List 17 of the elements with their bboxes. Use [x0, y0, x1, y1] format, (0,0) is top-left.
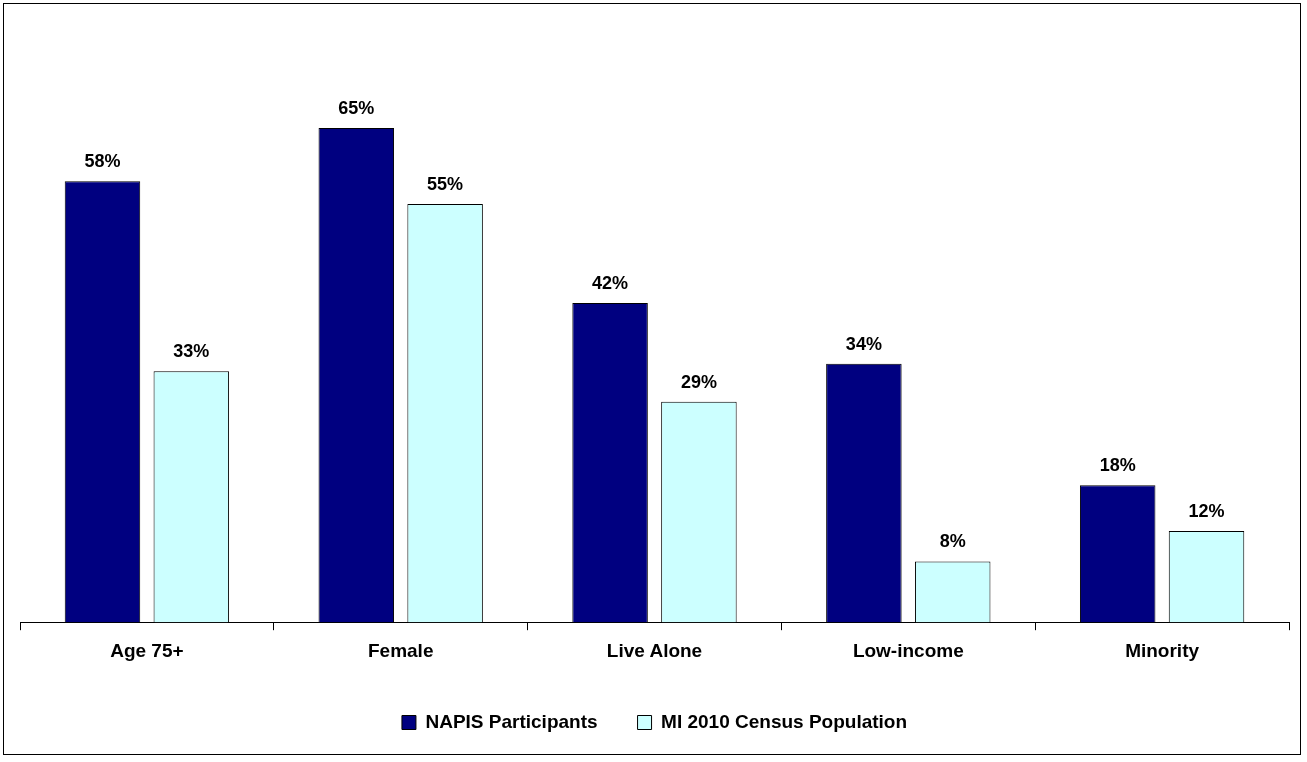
x-tick-label: Low-income: [852, 639, 964, 661]
data-label: 18%: [1099, 455, 1136, 476]
x-tick-label: Live Alone: [606, 639, 703, 661]
data-label: 8%: [939, 531, 966, 552]
data-label: 29%: [680, 371, 717, 392]
x-tick-label: Age 75+: [110, 639, 184, 661]
data-label: 12%: [1188, 500, 1225, 521]
legend-label: MI 2010 Census Population: [661, 710, 908, 732]
data-label: 34%: [845, 333, 882, 354]
data-label: 42%: [592, 272, 629, 293]
data-label: 65%: [338, 97, 375, 118]
x-tick-label: Minority: [1125, 639, 1200, 661]
x-tick-label: Female: [367, 639, 434, 661]
data-label: 58%: [84, 151, 121, 172]
legend-label: NAPIS Participants: [425, 710, 598, 732]
data-label: 55%: [427, 174, 464, 195]
data-label: 33%: [173, 341, 210, 362]
